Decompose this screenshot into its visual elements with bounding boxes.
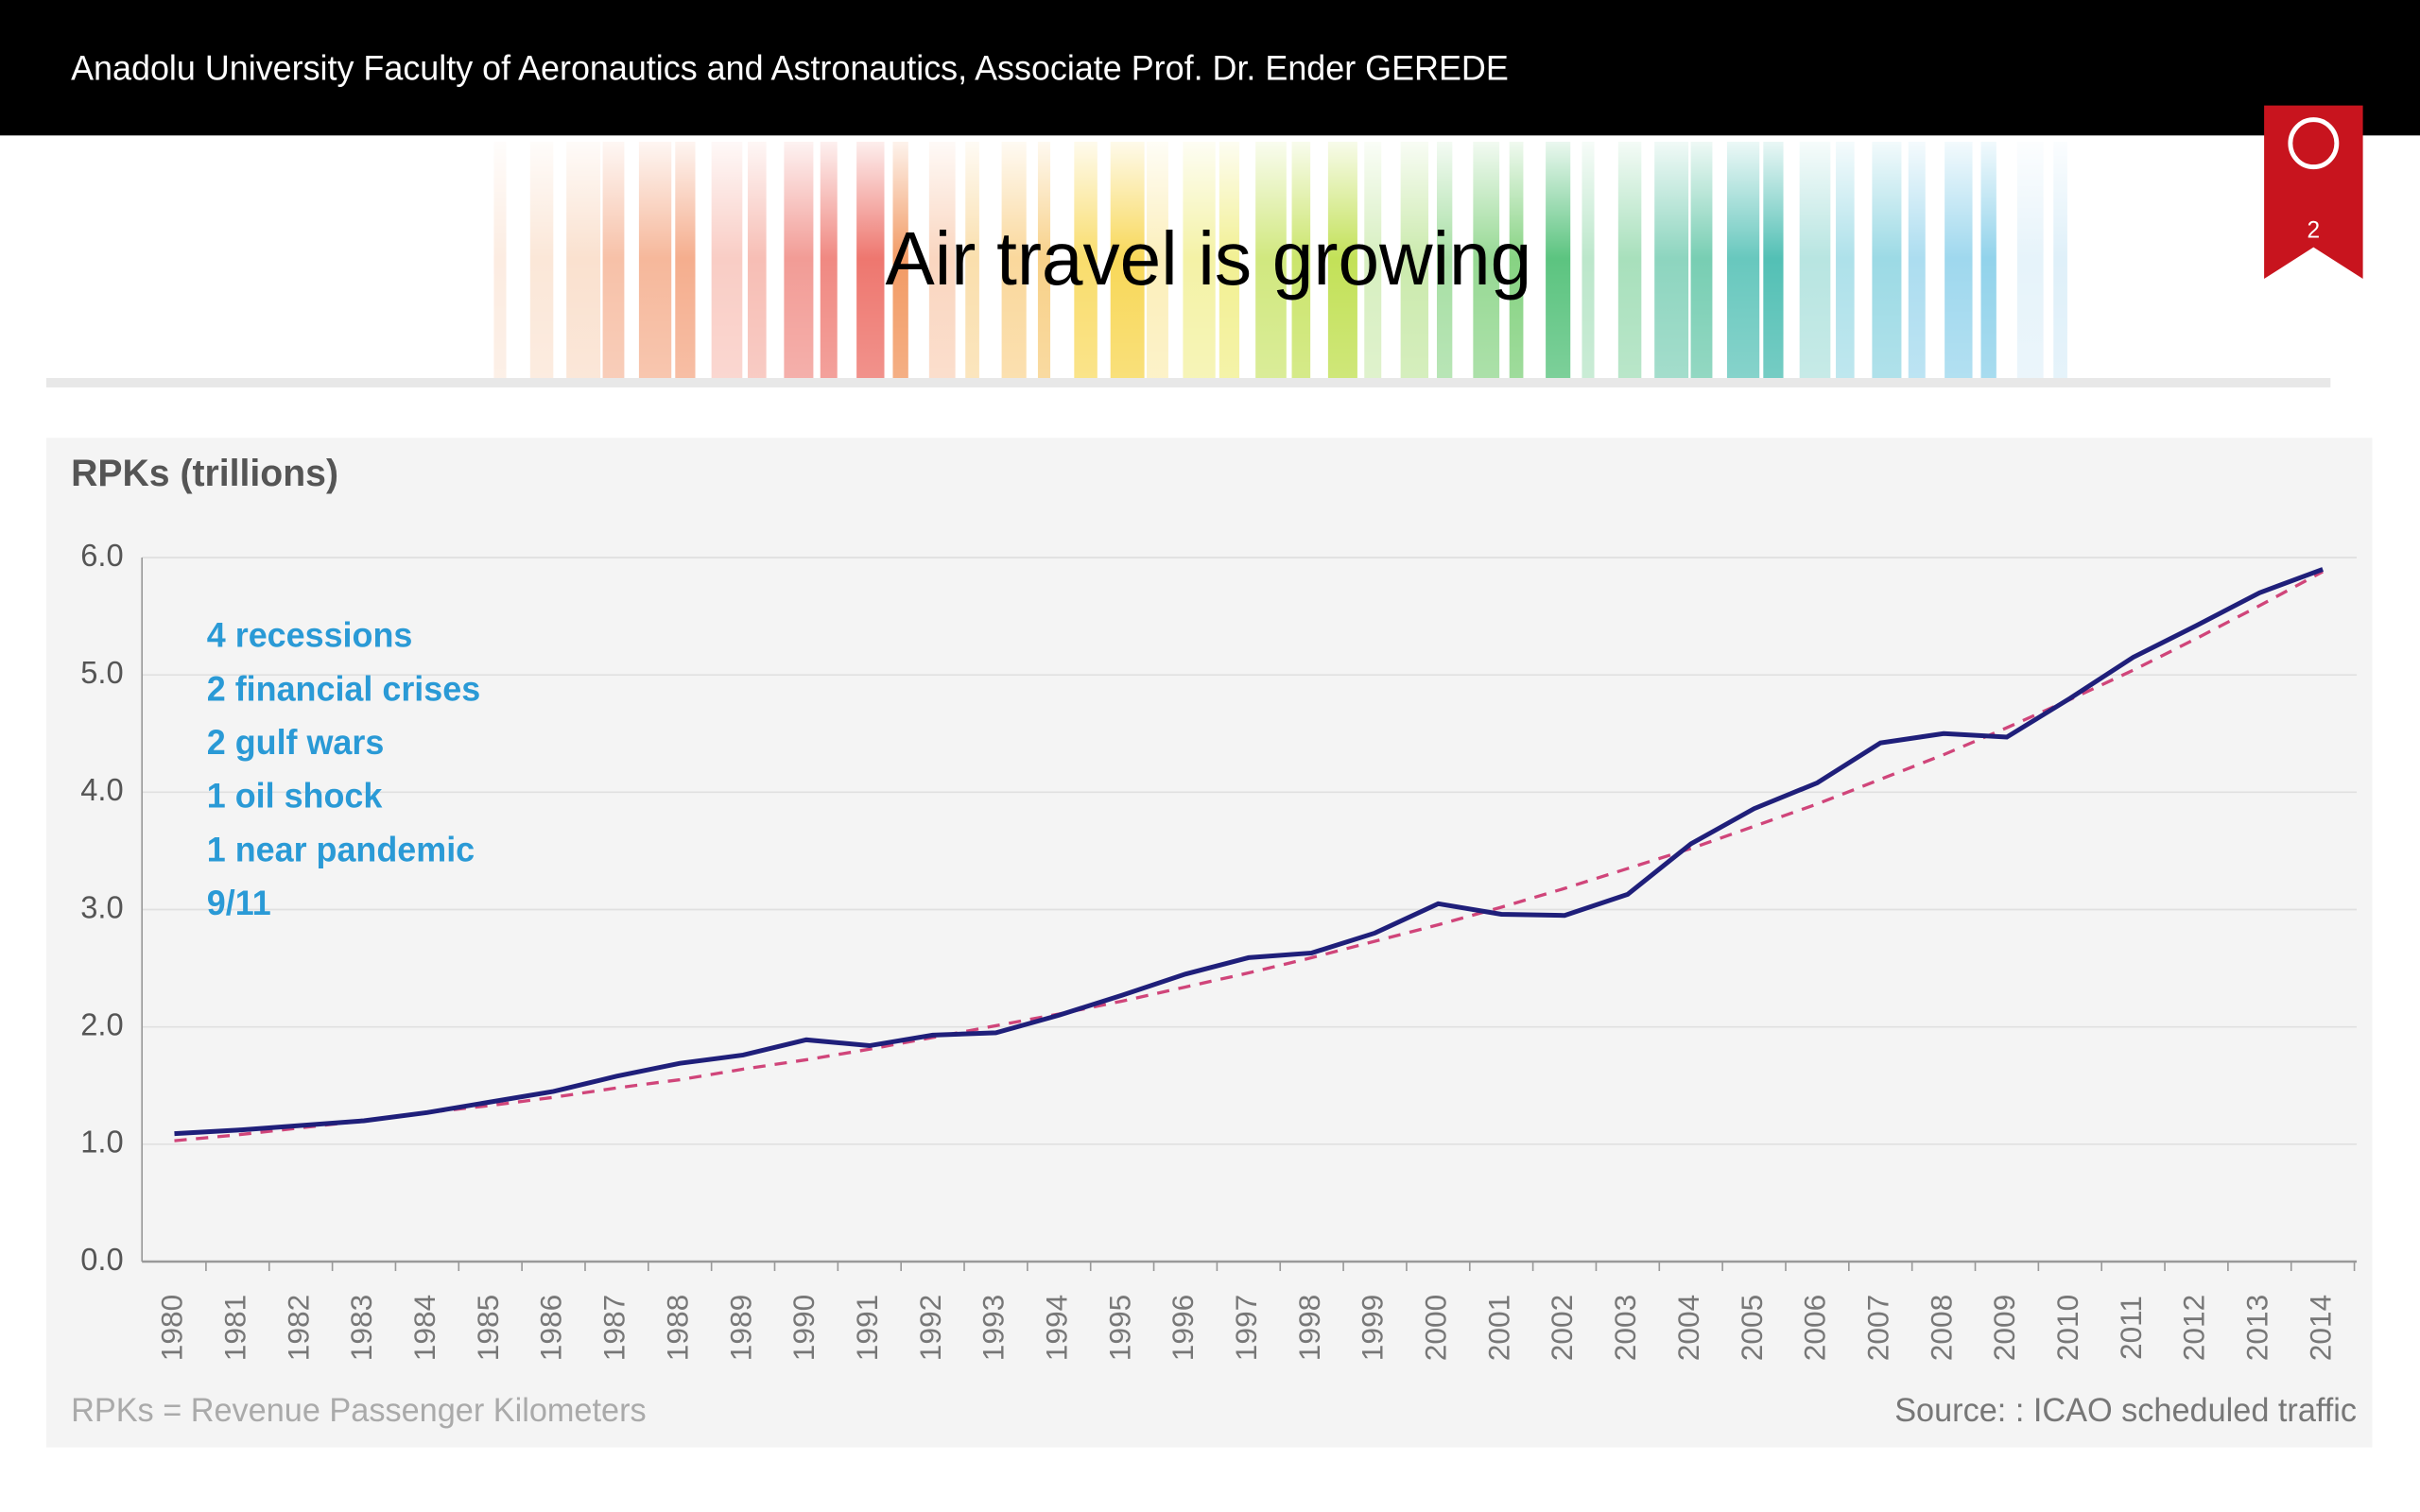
x-tick-label: 1984 — [408, 1295, 441, 1361]
x-tick-label: 1988 — [662, 1295, 695, 1361]
x-tick-label: 1986 — [535, 1295, 568, 1361]
x-tick-label: 2000 — [1420, 1295, 1453, 1361]
slide-number: 2 — [2308, 217, 2321, 243]
x-tick-label: 1982 — [283, 1295, 316, 1361]
header-bar — [0, 0, 2420, 136]
x-tick-label: 2013 — [2241, 1295, 2274, 1361]
x-tick-label: 1985 — [472, 1295, 505, 1361]
x-tick-label: 2010 — [2051, 1295, 2084, 1361]
x-tick-label: 2003 — [1609, 1295, 1642, 1361]
slide-title: Air travel is growing — [886, 215, 1532, 301]
x-tick-label: 2001 — [1483, 1295, 1516, 1361]
y-tick-label: 0.0 — [80, 1242, 123, 1277]
x-tick-label: 2014 — [2305, 1295, 2338, 1361]
x-tick-label: 2002 — [1547, 1295, 1580, 1361]
x-tick-label: 2012 — [2178, 1295, 2211, 1361]
x-tick-label: 1980 — [156, 1295, 189, 1361]
x-tick-label: 2011 — [2115, 1296, 2148, 1360]
source: Source: : ICAO scheduled traffic — [1894, 1393, 2357, 1429]
x-tick-label: 1997 — [1230, 1295, 1263, 1361]
x-tick-label: 2004 — [1672, 1295, 1705, 1361]
y-tick-label: 1.0 — [80, 1124, 123, 1159]
x-tick-label: 1996 — [1167, 1295, 1200, 1361]
x-tick-label: 1989 — [725, 1295, 758, 1361]
annotation: 4 recessions — [207, 615, 413, 654]
y-tick-label: 5.0 — [80, 655, 123, 690]
y-axis-title: RPKs (trillions) — [71, 453, 338, 494]
annotation: 9/11 — [207, 884, 271, 922]
x-tick-label: 1983 — [346, 1295, 379, 1361]
x-tick-label: 1993 — [977, 1295, 1011, 1361]
x-tick-label: 2009 — [1988, 1295, 2021, 1361]
x-tick-label: 2005 — [1736, 1295, 1769, 1361]
x-tick-label: 1998 — [1293, 1295, 1326, 1361]
logo — [2288, 117, 2340, 170]
banner-fade — [462, 138, 2100, 378]
ribbon — [2264, 105, 2363, 280]
annotation: 2 financial crises — [207, 669, 480, 708]
y-tick-label: 6.0 — [80, 538, 123, 573]
y-tick-label: 2.0 — [80, 1006, 123, 1041]
x-tick-label: 1995 — [1104, 1295, 1137, 1361]
x-tick-label: 2008 — [1926, 1295, 1959, 1361]
x-tick-label: 1981 — [219, 1295, 252, 1361]
annotation: 1 near pandemic — [207, 830, 475, 868]
x-tick-label: 1991 — [851, 1295, 884, 1361]
x-tick-label: 1994 — [1041, 1295, 1074, 1361]
footnote: RPKs = Revenue Passenger Kilometers — [71, 1393, 647, 1429]
x-tick-label: 1992 — [914, 1295, 947, 1361]
trend-line — [174, 570, 2324, 1143]
x-tick-label: 1990 — [787, 1295, 821, 1361]
x-tick-label: 2007 — [1862, 1295, 1895, 1361]
x-tick-label: 1987 — [598, 1295, 631, 1361]
header-text: Anadolu University Faculty of Aeronautic… — [71, 48, 1509, 87]
annotation: 2 gulf wars — [207, 723, 385, 762]
y-tick-label: 3.0 — [80, 889, 123, 924]
x-tick-label: 2006 — [1799, 1295, 1832, 1361]
x-tick-label: 1999 — [1357, 1295, 1390, 1361]
y-tick-label: 4.0 — [80, 772, 123, 807]
data-line — [174, 567, 2324, 1137]
banner-shadow — [45, 378, 2331, 387]
annotation: 1 oil shock — [207, 776, 383, 815]
chart-panel — [45, 438, 2373, 1448]
